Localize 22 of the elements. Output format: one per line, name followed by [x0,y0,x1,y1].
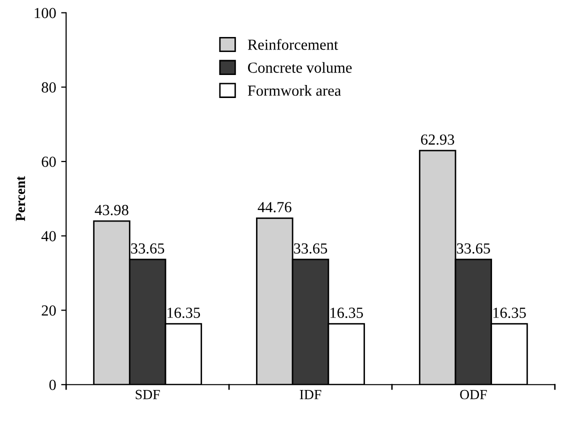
legend-label: Reinforcement [248,38,338,50]
y-tick-label: 80 [42,82,56,93]
x-tick-label: SDF [136,390,160,400]
y-tick-label: 40 [41,231,56,242]
y-tick-label: 100 [34,8,56,18]
data-label: 44.76 [258,202,292,212]
data-label: 33.65 [131,243,164,254]
data-label: 16.35 [493,308,526,318]
y-tick-label: 20 [42,305,56,316]
data-label: 43.98 [94,204,128,216]
y-tick-label: 60 [42,156,56,167]
data-label: 16.35 [168,308,200,318]
legend-label: Formwork area [248,85,341,96]
data-label: 16.35 [330,308,363,318]
y-tick-label: 0 [49,380,56,390]
x-tick-label: IDF [300,390,322,400]
legend-label: Concrete volume [248,62,352,73]
y-axis-title: Percent [16,176,26,222]
data-label: 33.65 [456,243,490,254]
data-label: 62.93 [421,134,454,145]
x-tick-label: ODF [460,390,487,400]
data-label: 33.65 [294,243,328,254]
